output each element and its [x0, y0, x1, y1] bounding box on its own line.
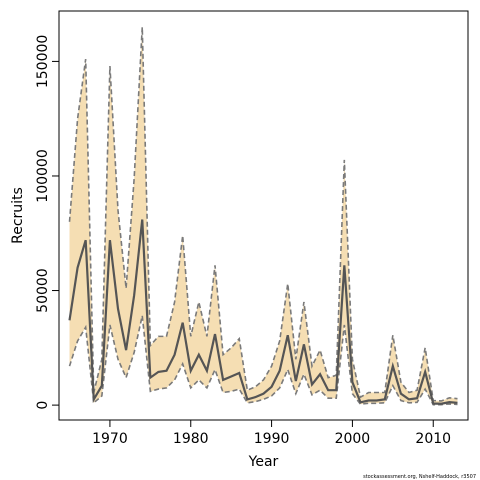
confidence-band [69, 27, 458, 405]
lower-bound-line [68, 315, 458, 406]
y-tick-label: 100000 [35, 149, 51, 202]
x-axis-title: Year [248, 454, 279, 470]
y-tick-label: 150000 [35, 35, 51, 88]
x-axis: 1970 1980 1990 2000 2010 [92, 419, 451, 447]
plot-area [68, 26, 458, 406]
x-tick-label: 1990 [254, 431, 290, 447]
x-tick-label: 2010 [415, 431, 451, 447]
median-line [68, 219, 458, 405]
x-tick-label: 1980 [173, 431, 209, 447]
credit-text: stockassessment.org, Nshelf-Haddock, r35… [363, 474, 476, 480]
upper-bound-line [68, 26, 458, 402]
y-tick-label: 0 [35, 401, 51, 410]
y-axis-title: Recruits [10, 187, 26, 244]
x-tick-label: 1970 [92, 431, 128, 447]
x-tick-label: 2000 [335, 431, 371, 447]
y-axis: 0 50000 100000 150000 [35, 35, 60, 410]
y-tick-label: 50000 [35, 268, 51, 313]
